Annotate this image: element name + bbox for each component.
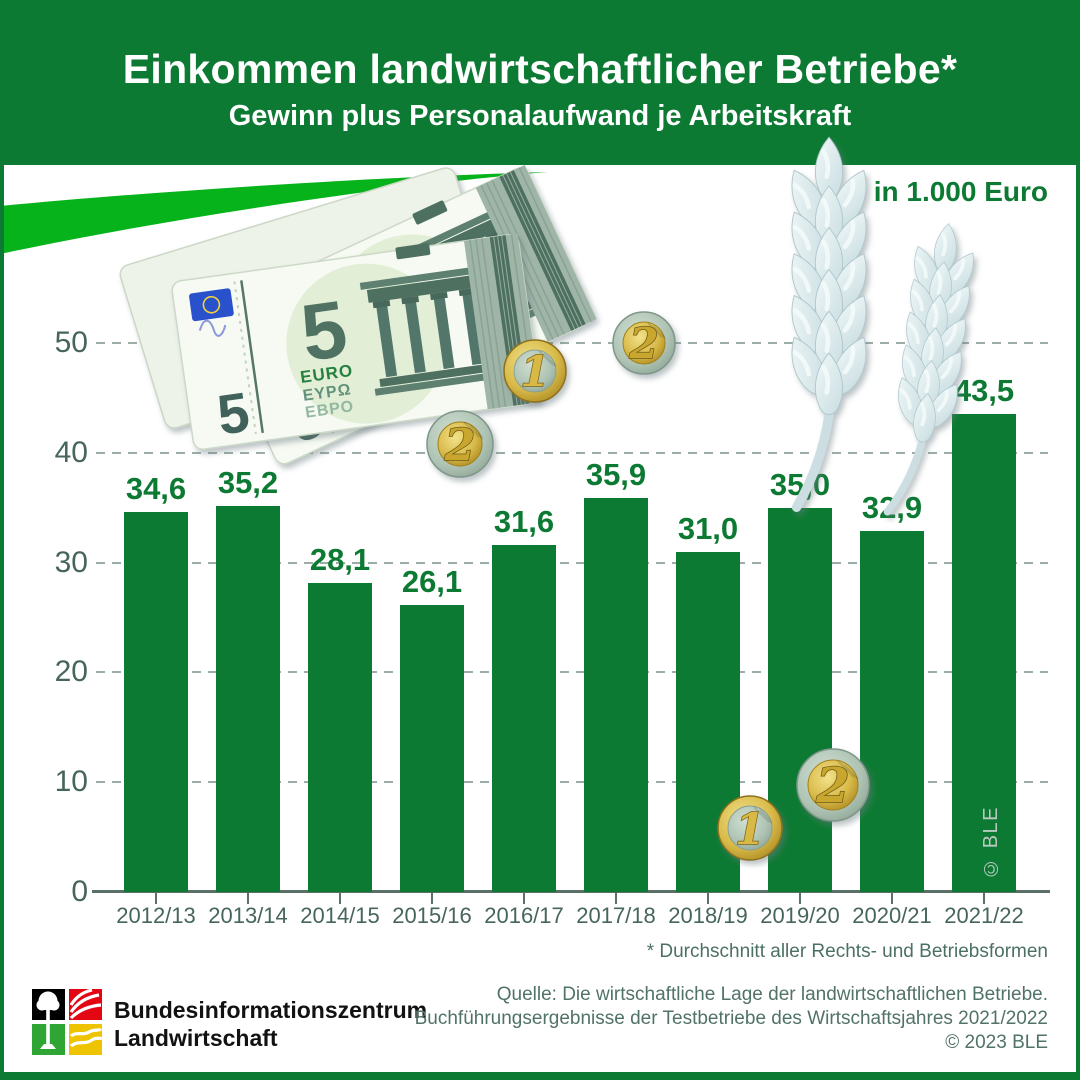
bar: [768, 507, 832, 892]
gridline: [96, 781, 1048, 784]
axis-tick: [339, 893, 341, 904]
gridline: [96, 451, 1048, 454]
publisher-name: Bundesinformationszentrum Landwirtschaft: [114, 996, 427, 1052]
y-tick-label: 30: [54, 545, 88, 579]
axis-tick: [155, 893, 157, 904]
bar: [400, 605, 464, 892]
logo-tree-icon: [36, 991, 60, 1049]
publisher-name-line1: Bundesinformationszentrum: [114, 997, 428, 1023]
x-tick-label: 2012/13: [116, 903, 196, 928]
x-tick-label: 2021/22: [944, 903, 1024, 928]
bar-value-label: 34,6: [125, 471, 187, 507]
y-tick-label: 10: [54, 765, 88, 799]
axis-tick: [799, 893, 801, 904]
source-note: Quelle: Die wirtschaftliche Lage der lan…: [415, 983, 1048, 1055]
bzl-logo-icon: [32, 989, 102, 1055]
bar: [492, 545, 556, 892]
bar-value-label: 35,9: [585, 456, 647, 492]
bar-value-label: 28,1: [309, 542, 371, 578]
axis-tick: [891, 893, 893, 904]
gridline: [96, 561, 1048, 564]
bar-value-label: 31,0: [677, 510, 739, 546]
y-tick-label: 0: [71, 875, 88, 908]
axis-tick: [983, 893, 985, 904]
bar: [860, 530, 924, 892]
bar: [124, 512, 188, 892]
y-tick-label: 20: [54, 655, 88, 689]
logo-stalks-icon: [69, 989, 102, 1020]
bar-value-label: 26,1: [401, 564, 463, 600]
x-tick-label: 2016/17: [484, 903, 564, 928]
bar: [584, 497, 648, 892]
y-tick-label: 50: [54, 326, 88, 359]
x-axis-line: [92, 890, 1050, 893]
source-line3: © 2023 BLE: [945, 1032, 1048, 1053]
axis-tick: [615, 893, 617, 904]
bar: [308, 583, 372, 892]
bar-value-label: 35,2: [217, 464, 279, 500]
x-tick-label: 2019/20: [760, 903, 840, 928]
source-line1: Quelle: Die wirtschaftliche Lage der lan…: [496, 984, 1048, 1005]
publisher-name-line2: Landwirtschaft: [114, 1025, 278, 1051]
bar-value-label: 43,5: [953, 373, 1015, 409]
publisher-logo-block: Bundesinformationszentrum Landwirtschaft: [32, 989, 427, 1055]
footnote: * Durchschnitt aller Rechts- und Betrieb…: [646, 941, 1048, 962]
axis-tick: [707, 893, 709, 904]
x-tick-label: 2014/15: [300, 903, 380, 928]
x-tick-label: 2017/18: [576, 903, 656, 928]
logo-waves-icon: [69, 1027, 102, 1048]
gridline: [96, 671, 1048, 674]
bar-value-label: 31,6: [493, 504, 555, 540]
axis-tick: [523, 893, 525, 904]
bar: [216, 505, 280, 892]
x-tick-label: 2013/14: [208, 903, 288, 928]
gridline: [96, 342, 1048, 344]
bar: [676, 551, 740, 892]
x-tick-label: 2015/16: [392, 903, 472, 928]
page-subtitle: Gewinn plus Personalaufwand je Arbeitskr…: [228, 100, 852, 132]
header-banner: Einkommen landwirtschaftlicher Betriebe*…: [0, 0, 1080, 165]
ble-watermark: © BLE: [980, 806, 1002, 879]
source-line2: Buchführungsergebnisse der Testbetriebe …: [414, 1008, 1048, 1029]
axis-tick: [431, 893, 433, 904]
bar-value-label: 32,9: [861, 489, 923, 525]
axis-unit-label: in 1.000 Euro: [873, 176, 1048, 207]
axis-tick: [247, 893, 249, 904]
x-tick-label: 2018/19: [668, 903, 748, 928]
page-title: Einkommen landwirtschaftlicher Betriebe*: [122, 46, 958, 92]
x-tick-label: 2020/21: [852, 903, 932, 928]
y-tick-label: 40: [54, 435, 88, 469]
